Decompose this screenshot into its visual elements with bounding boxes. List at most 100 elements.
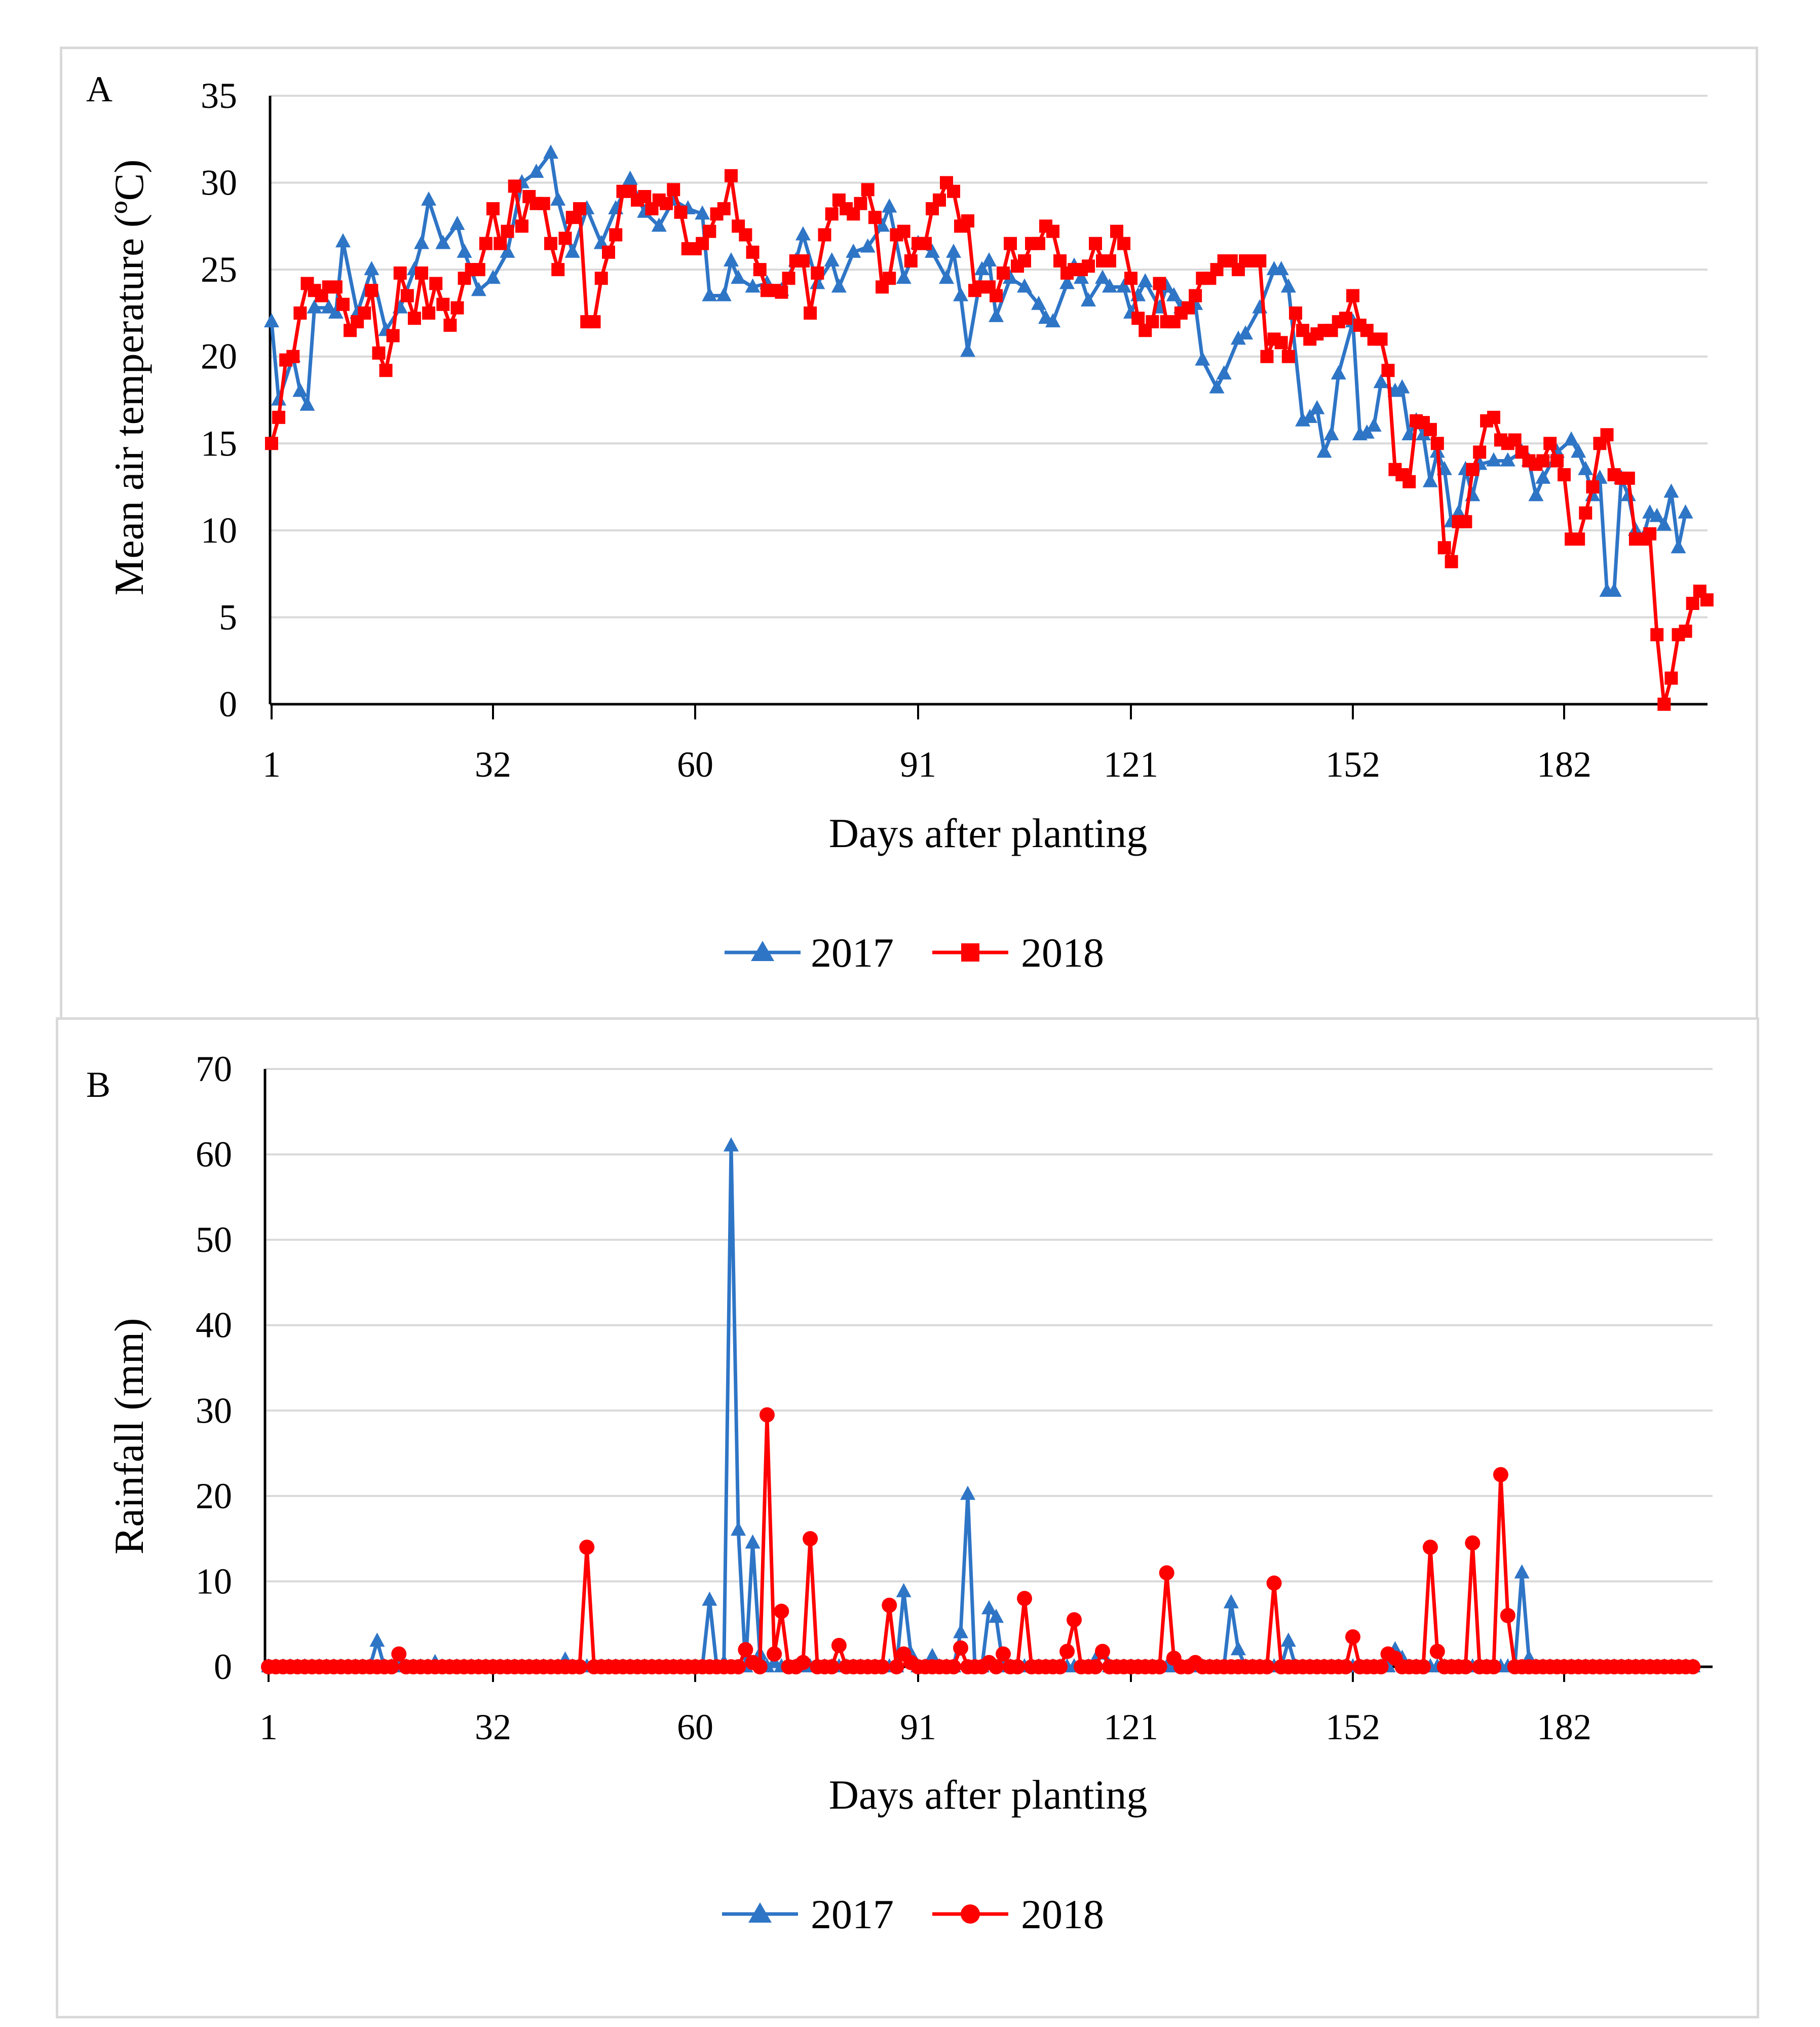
data-point-2018	[436, 297, 450, 311]
data-point-2018	[1189, 289, 1202, 302]
data-point-2018	[746, 245, 760, 259]
data-point-2017	[1316, 443, 1332, 458]
y-tick-label: 20	[196, 1476, 232, 1516]
data-point-2018	[1046, 224, 1059, 238]
legend-marker-2018	[961, 943, 979, 962]
data-point-2017	[1280, 1632, 1296, 1647]
data-point-2018	[674, 205, 688, 219]
legend-label-2018: 2018	[1021, 930, 1104, 976]
y-tick-label: 0	[219, 684, 237, 724]
legend-marker-2017	[751, 941, 774, 961]
data-point-2018	[1579, 506, 1592, 520]
data-point-2018	[1088, 1659, 1103, 1674]
data-point-2017	[421, 191, 437, 206]
data-point-2018	[1103, 254, 1116, 267]
data-point-2017	[435, 235, 451, 249]
data-point-2018	[731, 1659, 746, 1674]
data-point-2017	[1003, 270, 1018, 284]
data-point-2018	[1004, 237, 1017, 250]
data-point-2018	[1124, 272, 1138, 285]
data-point-2017	[1571, 443, 1586, 458]
data-point-2017	[414, 235, 430, 249]
data-point-2018	[1281, 350, 1295, 363]
data-point-2017	[1209, 379, 1225, 394]
data-point-2018	[696, 237, 709, 250]
data-point-2017	[328, 304, 344, 319]
data-point-2018	[1572, 532, 1585, 546]
data-point-2018	[904, 254, 918, 267]
temperature-chart: A 0 5 10 15 20 25 30 35 1 32 60 91 121 152 182 Mean a…	[86, 69, 1714, 976]
x-tick-label: 60	[677, 744, 713, 785]
series-2018	[261, 1407, 1701, 1674]
data-point-2018	[775, 285, 788, 299]
data-point-2017	[1592, 469, 1608, 484]
data-point-2018	[429, 277, 443, 290]
data-point-2017	[953, 1624, 968, 1638]
data-point-2018	[997, 266, 1010, 280]
data-point-2018	[1543, 437, 1557, 450]
data-point-2017	[1138, 273, 1153, 288]
data-point-2018	[1465, 1535, 1481, 1551]
data-point-2018	[1253, 254, 1267, 267]
y-axis-title: Mean air temperature (ºC)	[106, 160, 152, 596]
data-point-2018	[946, 1659, 961, 1674]
data-point-2018	[795, 1655, 811, 1670]
data-point-2017	[946, 243, 961, 258]
data-point-2018	[824, 1659, 840, 1674]
data-point-2018	[919, 237, 932, 250]
data-point-2018	[384, 1659, 399, 1674]
data-point-2017	[1095, 270, 1110, 284]
data-point-2018	[1445, 555, 1458, 568]
data-point-2018	[501, 224, 514, 238]
data-point-2018	[393, 266, 407, 280]
data-point-2018	[1536, 454, 1550, 468]
data-point-2017	[745, 278, 761, 293]
data-point-2018	[1260, 350, 1274, 363]
data-point-2017	[1416, 426, 1431, 441]
data-point-2017	[1486, 452, 1501, 467]
data-point-2017	[1422, 473, 1438, 487]
x-tick-label: 182	[1537, 744, 1591, 785]
data-point-2018	[1429, 1643, 1445, 1659]
data-point-2018	[365, 284, 378, 297]
data-point-2018	[796, 254, 810, 267]
data-point-2018	[358, 306, 371, 320]
data-point-2017	[1280, 278, 1296, 293]
data-point-2018	[818, 228, 831, 242]
data-point-2017	[939, 270, 954, 284]
data-point-2018	[1338, 1659, 1353, 1674]
data-point-2017	[723, 252, 739, 266]
data-point-2017	[1309, 400, 1325, 414]
data-point-2018	[1018, 254, 1031, 267]
data-point-2017	[299, 396, 315, 411]
data-point-2018	[1345, 1629, 1360, 1644]
data-point-2018	[1486, 1659, 1501, 1674]
data-point-2017	[550, 191, 566, 206]
data-point-2017	[1102, 278, 1117, 293]
data-point-2018	[667, 183, 680, 197]
data-point-2017	[1528, 487, 1544, 502]
data-point-2018	[372, 346, 386, 360]
data-point-2018	[825, 207, 839, 221]
panel-b-frame	[56, 1017, 1759, 2018]
data-point-2017	[651, 217, 667, 232]
data-point-2017	[1081, 292, 1096, 307]
data-point-2018	[551, 263, 565, 277]
data-point-2017	[271, 391, 287, 406]
data-point-2018	[479, 237, 492, 250]
data-point-2018	[1259, 1659, 1275, 1674]
data-point-2018	[1466, 463, 1480, 476]
data-point-2018	[1373, 1659, 1389, 1674]
data-point-2017	[449, 215, 465, 230]
data-point-2017	[1514, 1564, 1530, 1579]
data-point-2017	[622, 170, 638, 185]
data-point-2018	[1586, 480, 1600, 494]
y-tick-label: 20	[201, 336, 237, 377]
data-point-2018	[1067, 1612, 1082, 1628]
data-point-2018	[1059, 1643, 1075, 1659]
data-point-2017	[1656, 516, 1672, 531]
series-2017	[261, 1137, 1701, 1672]
data-point-2017	[731, 1521, 746, 1536]
data-point-2017	[1195, 351, 1210, 366]
y-tick-label: 70	[196, 1049, 232, 1089]
